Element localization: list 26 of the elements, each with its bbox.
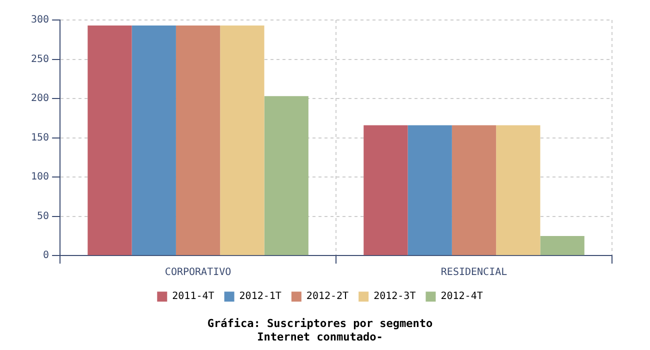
legend-label: 2012-3T bbox=[374, 291, 416, 302]
text: Gráfica: Suscriptores por segmento bbox=[207, 317, 433, 330]
legend-label: 2011-4T bbox=[172, 291, 214, 302]
legend-label: 2012-1T bbox=[239, 291, 282, 302]
bar bbox=[132, 26, 176, 256]
bar bbox=[264, 96, 308, 256]
bar bbox=[88, 26, 132, 256]
x-tick-label: RESIDENCIAL bbox=[440, 267, 508, 278]
y-tick-label: 100 bbox=[31, 172, 50, 183]
x-tick-label: CORPORATIVO bbox=[164, 267, 232, 278]
y-tick-label: 300 bbox=[31, 14, 50, 26]
bar bbox=[452, 125, 496, 256]
text: Internet conmutado- bbox=[257, 330, 383, 344]
bar bbox=[540, 236, 584, 256]
y-tick-label: 250 bbox=[31, 54, 50, 65]
y-tick-label: 150 bbox=[31, 132, 50, 144]
bar bbox=[408, 125, 452, 256]
bar bbox=[364, 125, 408, 256]
bar bbox=[496, 125, 540, 256]
y-tick-label: 50 bbox=[37, 210, 50, 222]
bar bbox=[220, 26, 264, 256]
legend-label: 2012-4T bbox=[440, 291, 483, 302]
y-tick-label: 200 bbox=[31, 93, 50, 104]
y-tick-label: 0 bbox=[43, 250, 50, 262]
bar bbox=[176, 26, 220, 256]
legend-label: 2012-2T bbox=[306, 291, 349, 302]
